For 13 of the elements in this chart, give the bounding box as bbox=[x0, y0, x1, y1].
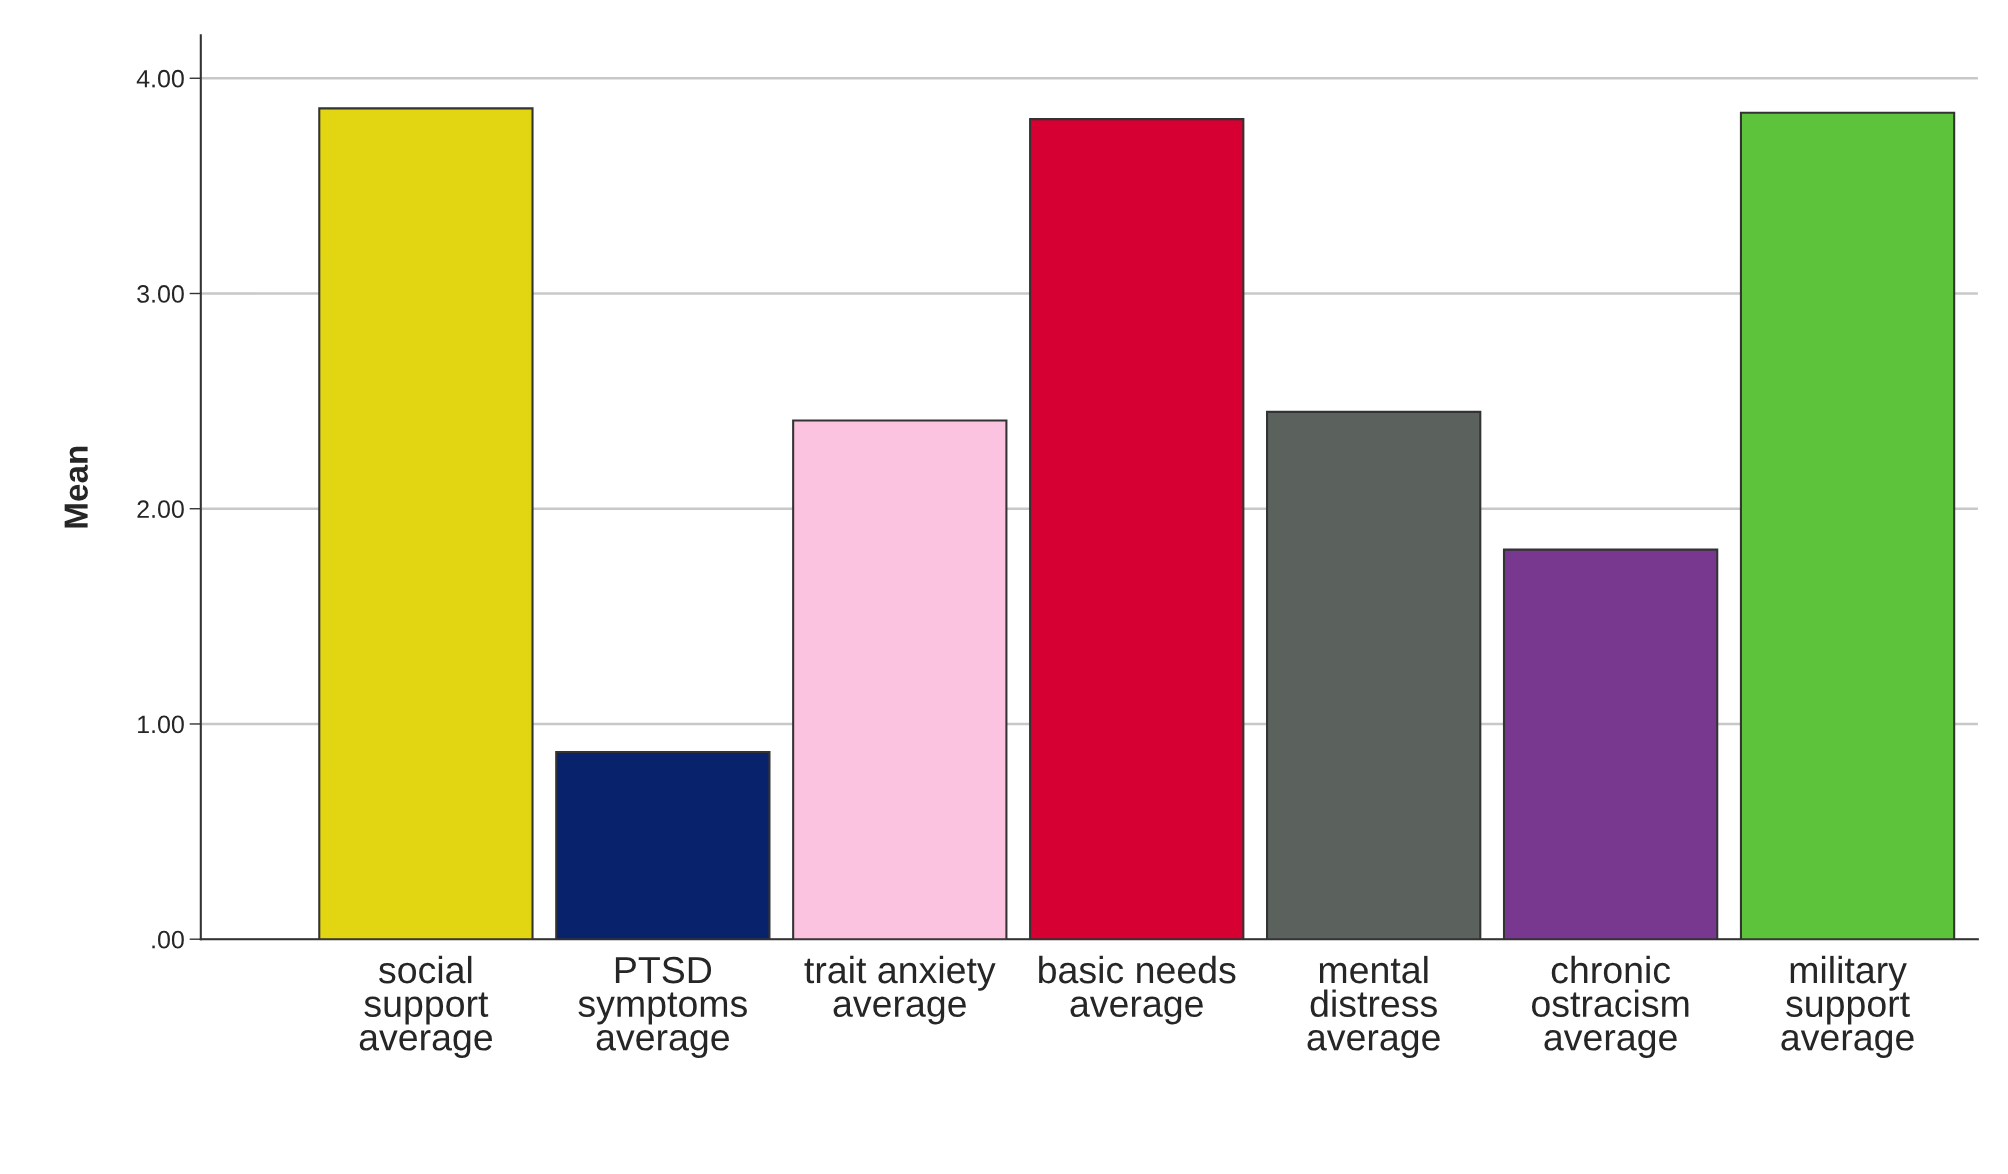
y-tick-label: 1.00 bbox=[138, 715, 184, 734]
y-tick-label: .00 bbox=[152, 930, 184, 949]
y-axis-title: Mean bbox=[64, 446, 88, 528]
x-tick-label: social support average bbox=[359, 955, 492, 1059]
x-tick-label: trait anxiety average bbox=[804, 955, 996, 1025]
y-tick-label: 3.00 bbox=[137, 285, 184, 303]
y-tick-label: 2.00 bbox=[137, 500, 184, 519]
x-tick-label: PTSD symptoms average bbox=[578, 956, 747, 1059]
x-tick-label: military support average bbox=[1781, 955, 1914, 1059]
x-tick-label: mental distress average bbox=[1307, 955, 1440, 1059]
x-tick-label: basic needs average bbox=[1039, 955, 1236, 1025]
x-tick-label: chronic ostracism average bbox=[1531, 955, 1689, 1059]
y-tick-label: 4.00 bbox=[136, 69, 184, 88]
